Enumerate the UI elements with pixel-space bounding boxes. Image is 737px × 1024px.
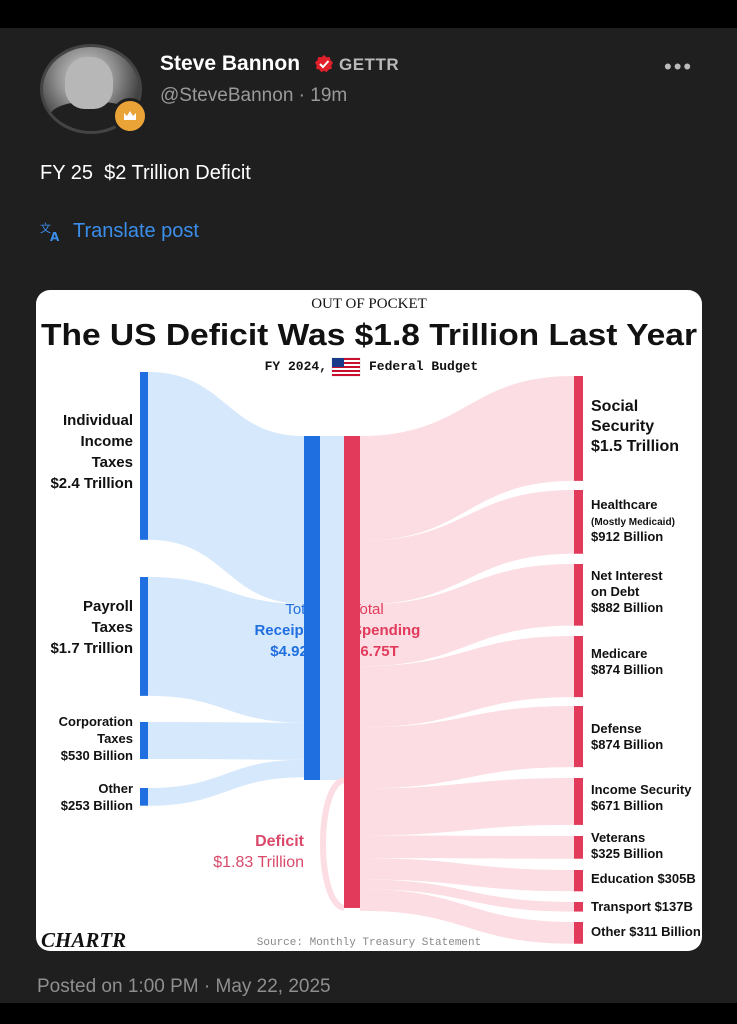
translate-icon: 文 A bbox=[40, 221, 60, 243]
spending-bar bbox=[574, 636, 583, 698]
author-name[interactable]: Steve Bannon bbox=[160, 52, 301, 75]
receipt-bar bbox=[140, 722, 148, 760]
spending-label: $1.5 Trillion bbox=[591, 438, 679, 455]
spending-bar bbox=[574, 564, 583, 626]
spending-flow bbox=[360, 636, 574, 728]
spending-label: $671 Billion bbox=[591, 798, 663, 813]
receipt-label: $530 Billion bbox=[61, 748, 133, 763]
sankey-chart: Individual Income Taxes $2.4 Trillion Payrol… bbox=[41, 296, 701, 951]
platform-label: GETTR bbox=[339, 55, 400, 74]
receipt-label: Taxes bbox=[97, 731, 133, 746]
spending-bar bbox=[574, 376, 583, 481]
spending-flow bbox=[360, 778, 574, 836]
spending-flow bbox=[360, 889, 574, 944]
total-receipts-bar bbox=[304, 436, 320, 780]
deficit-bracket bbox=[320, 777, 346, 911]
status-bar bbox=[0, 0, 737, 28]
receipt-flow bbox=[148, 577, 304, 723]
total-spending-bar bbox=[344, 436, 360, 908]
total-receipts-label: Total bbox=[285, 601, 317, 618]
chart-image[interactable]: Individual Income Taxes $2.4 Trillion Payrol… bbox=[36, 290, 702, 951]
spending-label: Social bbox=[591, 398, 638, 415]
receipt-label: $1.7 Trillion bbox=[50, 640, 133, 657]
us-flag-icon bbox=[331, 357, 361, 377]
spending-label: Defense bbox=[591, 721, 642, 736]
total-receipts-label: $4.92T bbox=[270, 643, 317, 660]
spending-label: Income Security bbox=[591, 782, 692, 797]
spending-label: (Mostly Medicaid) bbox=[591, 517, 675, 528]
bottom-bar bbox=[0, 1003, 737, 1024]
avatar[interactable] bbox=[40, 44, 142, 134]
spending-bar bbox=[574, 902, 583, 912]
deficit-label: $1.83 Trillion bbox=[213, 854, 304, 871]
spending-flow bbox=[360, 835, 574, 859]
chartr-logo: CHARTR bbox=[41, 928, 126, 951]
spending-bar bbox=[574, 870, 583, 892]
spending-flow bbox=[360, 706, 574, 789]
svg-text:文: 文 bbox=[40, 221, 51, 235]
receipt-label: Individual bbox=[63, 412, 133, 429]
spending-bar bbox=[574, 706, 583, 768]
chart-subtitle-right: Federal Budget bbox=[369, 359, 478, 374]
spending-flow bbox=[360, 858, 574, 892]
spending-label: Other $311 Billion bbox=[591, 924, 701, 939]
chart-source: Source: Monthly Treasury Statement bbox=[257, 937, 481, 949]
post-text: FY 25 $2 Trillion Deficit bbox=[40, 162, 251, 184]
receipt-label: $253 Billion bbox=[61, 798, 133, 813]
translate-button[interactable]: 文 A Translate post bbox=[40, 220, 199, 243]
crown-badge-icon bbox=[112, 98, 148, 134]
spending-bar bbox=[574, 922, 583, 944]
spending-flow bbox=[360, 564, 574, 667]
avatar-face bbox=[65, 57, 113, 109]
spending-label: $325 Billion bbox=[591, 846, 663, 861]
spending-flow bbox=[360, 879, 574, 912]
spending-label: Transport $137B bbox=[591, 899, 693, 914]
spending-flow bbox=[360, 376, 574, 541]
svg-text:A: A bbox=[50, 230, 60, 243]
receipt-label: Income bbox=[80, 433, 133, 450]
receipts-to-spending-flow bbox=[320, 436, 344, 780]
receipt-bar bbox=[140, 577, 148, 696]
receipt-flow bbox=[148, 722, 304, 760]
spending-label: Education $305B bbox=[591, 871, 696, 886]
receipt-label: $2.4 Trillion bbox=[50, 475, 133, 492]
spending-label: $912 Billion bbox=[591, 529, 663, 544]
spending-bar bbox=[574, 490, 583, 554]
chart-kicker: OUT OF POCKET bbox=[311, 296, 427, 312]
spending-label: $874 Billion bbox=[591, 737, 663, 752]
receipt-label: Corporation bbox=[59, 714, 133, 729]
chart-subtitle-left: FY 2024, bbox=[265, 359, 327, 374]
translate-label: Translate post bbox=[73, 220, 199, 242]
receipt-label: Taxes bbox=[92, 619, 133, 636]
spending-flow bbox=[360, 490, 574, 605]
receipt-label: Payroll bbox=[83, 598, 133, 615]
deficit-label: Deficit bbox=[255, 833, 305, 850]
posted-timestamp: Posted on 1:00 PM · May 22, 2025 bbox=[37, 976, 331, 997]
receipt-flow bbox=[148, 372, 304, 604]
receipt-flow bbox=[148, 759, 304, 806]
receipt-label: Taxes bbox=[92, 454, 133, 471]
more-options-icon[interactable]: ••• bbox=[664, 54, 694, 79]
spending-label: $882 Billion bbox=[591, 600, 663, 615]
handle-time[interactable]: @SteveBannon · 19m bbox=[160, 85, 348, 106]
spending-label: $874 Billion bbox=[591, 662, 663, 677]
spending-bar bbox=[574, 836, 583, 859]
receipt-bar bbox=[140, 788, 148, 806]
spending-label: Medicare bbox=[591, 646, 647, 661]
total-spending-label: $6.75T bbox=[352, 643, 399, 660]
spending-label: Healthcare bbox=[591, 497, 657, 512]
total-spending-label: Total bbox=[352, 601, 384, 618]
receipt-label: Other bbox=[98, 781, 133, 796]
spending-label: on Debt bbox=[591, 584, 640, 599]
spending-label: Net Interest bbox=[591, 568, 663, 583]
receipt-bar bbox=[140, 372, 148, 540]
chart-title: The US Deficit Was $1.8 Trillion Last Ye… bbox=[41, 317, 697, 352]
spending-label: Security bbox=[591, 418, 654, 435]
spending-bar bbox=[574, 778, 583, 825]
verified-icon bbox=[315, 55, 333, 73]
spending-label: Veterans bbox=[591, 830, 645, 845]
total-spending-label: Spending bbox=[352, 622, 420, 639]
total-receipts-label: Receipts bbox=[254, 622, 317, 639]
